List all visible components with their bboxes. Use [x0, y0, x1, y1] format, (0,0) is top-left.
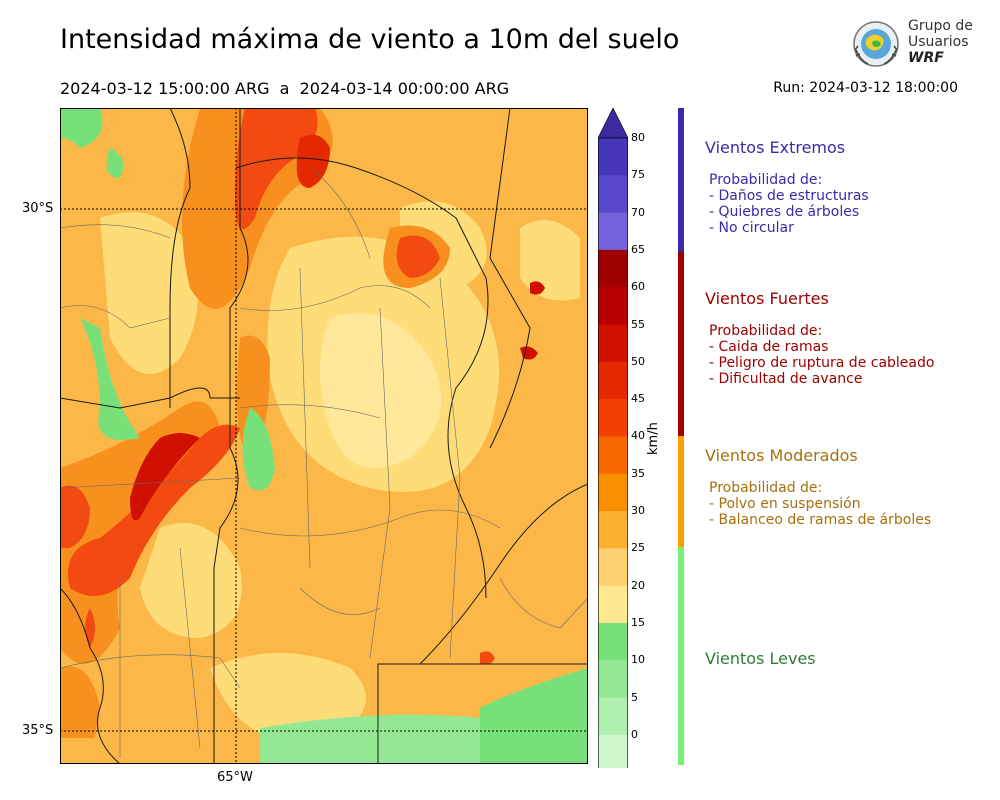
colorbar-tick-label: 75: [631, 168, 645, 182]
wrf-users-group-logo: Grupo de Usuarios WRF: [848, 16, 978, 76]
colorbar-segment: [598, 361, 628, 400]
colorbar-tick-label: 40: [631, 429, 645, 443]
category-description-line: - Peligro de ruptura de cableado: [709, 355, 935, 371]
category-description-line: - Caida de ramas: [709, 339, 829, 355]
category-bar: [678, 108, 684, 252]
colorbar-segment: [598, 473, 628, 512]
colorbar-tick-label: 5: [631, 690, 638, 704]
chart-title: Intensidad máxima de viento a 10m del su…: [60, 24, 680, 55]
colorbar-segment: [598, 436, 628, 475]
category-description: Probabilidad de: - Caida de ramas - Peligr…: [709, 323, 934, 387]
globe-emblem-icon: [853, 21, 899, 67]
category-description: Probabilidad de: - Daños de estructuras - …: [709, 172, 869, 236]
colorbar-tick-label: 20: [631, 578, 645, 592]
colorbar-segment: [598, 585, 628, 624]
category-description-line: - Quiebres de árboles: [709, 204, 860, 220]
category-description-line: - Daños de estructuras: [709, 188, 869, 204]
wind-speed-colorbar: [597, 107, 629, 800]
colorbar-segment: [598, 249, 628, 288]
colorbar-segment: [598, 734, 628, 773]
colorbar-tick-label: 45: [631, 392, 645, 406]
colorbar-svg: [597, 107, 629, 800]
colorbar-tick-label: 50: [631, 354, 645, 368]
colorbar-tick-label: 65: [631, 242, 645, 256]
category-title: Vientos Extremos: [705, 138, 846, 157]
colorbar-segment: [598, 697, 628, 736]
category-title: Vientos Leves: [705, 649, 816, 668]
category-description-line: - Balanceo de ramas de árboles: [709, 512, 932, 528]
colorbar-segment: [598, 660, 628, 698]
run-timestamp: Run: 2024-03-12 18:00:00: [773, 80, 958, 96]
colorbar-tick-label: 55: [631, 317, 645, 331]
category-title: Vientos Fuertes: [705, 289, 829, 308]
logo-text-line1: Grupo de: [908, 18, 973, 34]
colorbar-tick-label: 30: [631, 504, 645, 517]
category-bar: [678, 547, 684, 765]
category-description-line: - Polvo en suspensión: [709, 496, 861, 512]
forecast-period: 2024-03-12 15:00:00 ARG a 2024-03-14 00:…: [60, 79, 510, 98]
colorbar-tick-label: 60: [631, 280, 645, 294]
colorbar-segment: [598, 399, 628, 437]
category-description: Probabilidad de: - Polvo en suspensión - B…: [709, 480, 931, 528]
category-title: Vientos Moderados: [705, 446, 858, 465]
category-bar: [678, 252, 684, 436]
wind-map: [60, 108, 588, 764]
colorbar-segment: [598, 324, 628, 363]
lat-label-30s: 30°S: [22, 201, 54, 216]
colorbar-tick-label: 80: [631, 131, 645, 144]
lat-label-35s: 35°S: [22, 723, 54, 738]
colorbar-tick-label: 0: [631, 727, 638, 741]
lon-label-65w: 65°W: [217, 770, 253, 785]
wind-field-svg: [60, 108, 588, 764]
category-description-line: Probabilidad de:: [709, 172, 823, 188]
category-description-line: Probabilidad de:: [709, 323, 823, 339]
colorbar-tick-label: 10: [631, 653, 645, 667]
category-description-line: Probabilidad de:: [709, 480, 823, 496]
colorbar-tick-label: 15: [631, 615, 645, 629]
colorbar-segment: [598, 622, 628, 661]
category-bar: [678, 436, 684, 547]
colorbar-segment: [598, 138, 628, 176]
colorbar-segment: [598, 511, 628, 549]
colorbar-segment: [598, 548, 628, 587]
colorbar-segment: [598, 212, 628, 251]
colorbar-tick-label: 35: [631, 466, 645, 480]
logo-text-line3: WRF: [908, 50, 944, 66]
category-description-line: - Dificultad de avance: [709, 371, 863, 387]
colorbar-units: km/h: [646, 422, 661, 455]
colorbar-extend-top: [597, 107, 629, 139]
colorbar-segment: [598, 175, 628, 214]
colorbar-tick-label: 70: [631, 205, 645, 219]
colorbar-tick-label: 25: [631, 541, 645, 555]
logo-text-line2: Usuarios: [908, 34, 969, 50]
colorbar-segment: [598, 287, 628, 325]
category-description-line: - No circular: [709, 220, 794, 236]
